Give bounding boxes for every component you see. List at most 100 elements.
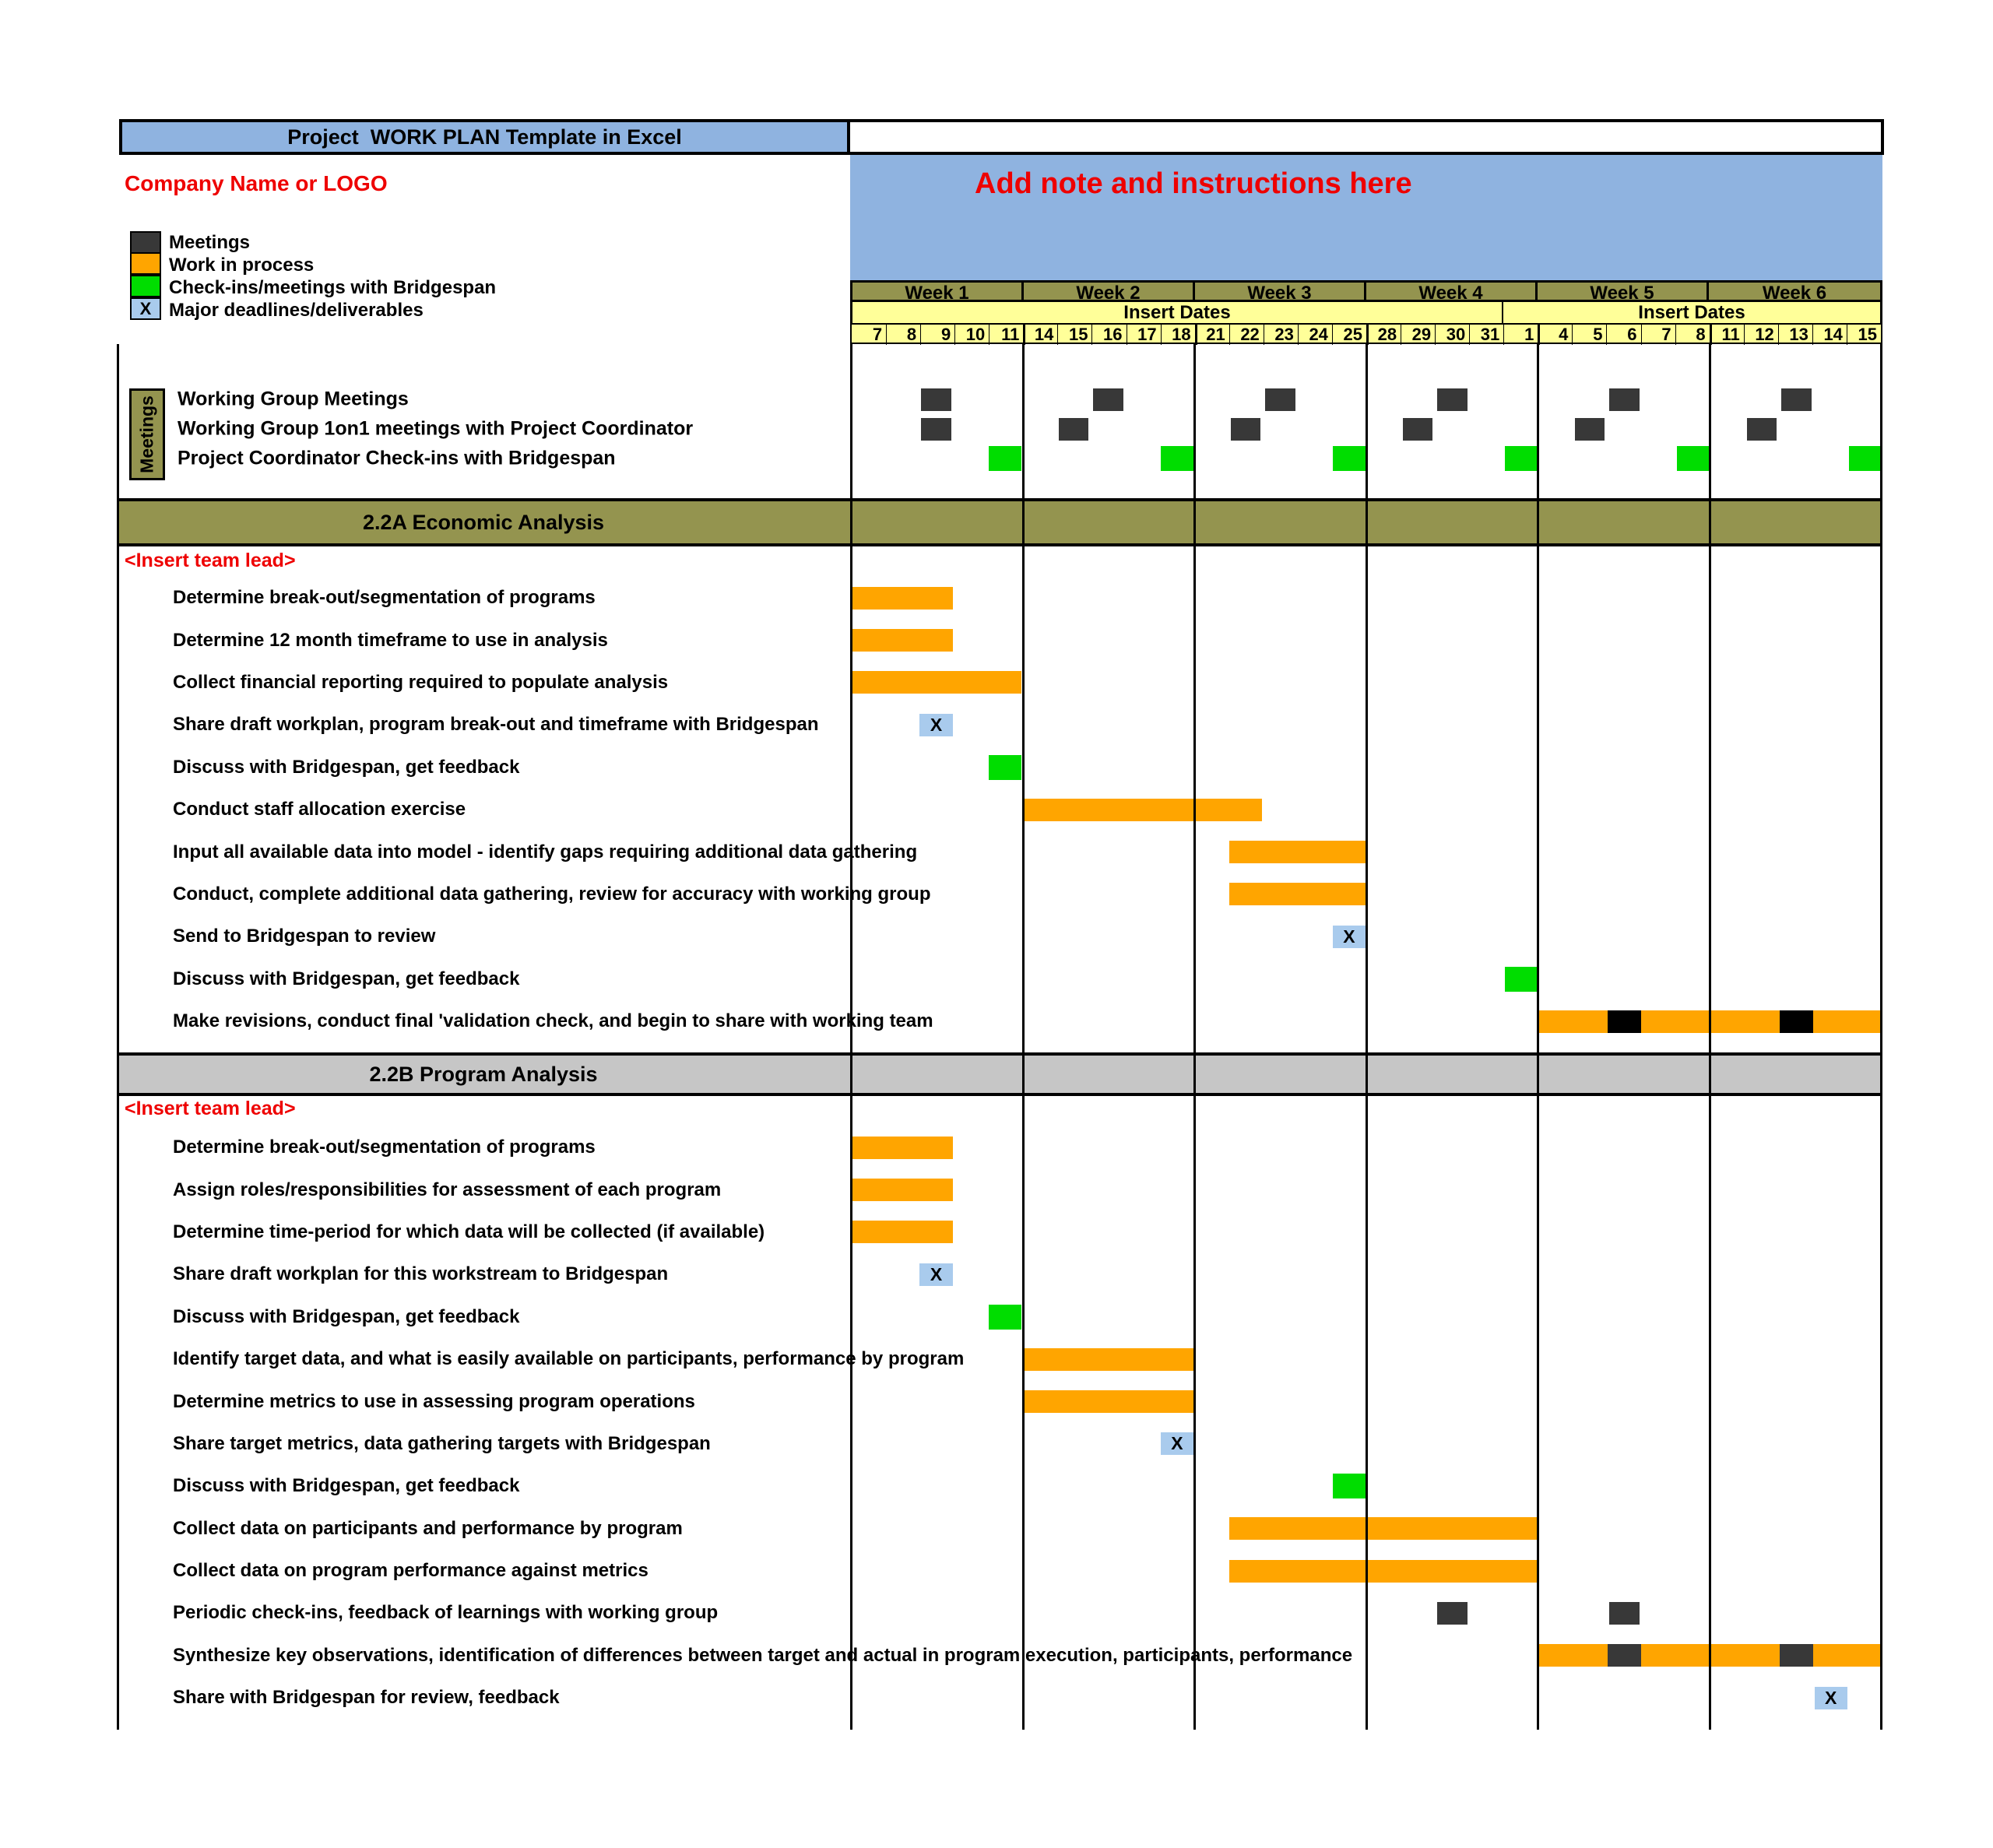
gantt-marker-meeting-black [1780, 1010, 1813, 1033]
gantt-lane [850, 577, 1882, 619]
date-cell[interactable]: 11 [989, 325, 1023, 345]
task-label: Collect data on participants and perform… [173, 1517, 683, 1539]
date-cell[interactable]: 12 [1743, 325, 1778, 345]
gantt-marker-meeting [1609, 1601, 1640, 1625]
task-rows-2-2a: Determine break-out/segmentation of prog… [0, 577, 1993, 1042]
insert-dates-cell[interactable]: Insert Dates [852, 302, 1503, 324]
task-label: Input all available data into model - id… [173, 841, 918, 863]
gantt-row: Determine metrics to use in assessing pr… [0, 1380, 1993, 1422]
gantt-lane [850, 831, 1882, 873]
legend-item: Work in process [130, 252, 496, 276]
date-cell[interactable]: 17 [1126, 325, 1161, 345]
task-label: Make revisions, conduct final 'validatio… [173, 1010, 933, 1032]
task-label: Collect data on program performance agai… [173, 1560, 649, 1582]
date-cell[interactable]: 14 [1023, 325, 1057, 345]
gantt-row: Working Group 1on1 meetings with Project… [0, 414, 1993, 444]
date-cell[interactable]: 28 [1366, 325, 1401, 345]
date-cell[interactable]: 15 [1846, 325, 1881, 345]
date-cell[interactable]: 6 [1606, 325, 1640, 345]
date-cell[interactable]: 7 [872, 325, 883, 344]
date-cell[interactable]: 9 [920, 325, 954, 345]
gantt-row: Conduct staff allocation exercise [0, 789, 1993, 831]
gantt-bar-work [1229, 1517, 1538, 1541]
gantt-marker-checkin [988, 1304, 1021, 1330]
gantt-marker-meeting-black [1608, 1010, 1641, 1033]
gantt-marker-meeting [1747, 417, 1777, 441]
gantt-marker-checkin [988, 446, 1021, 471]
gantt-row: Share draft workplan, program break-out … [0, 704, 1993, 746]
date-cell[interactable]: 5 [1572, 325, 1606, 345]
date-cell[interactable]: 30 [1435, 325, 1469, 345]
date-cell[interactable]: 7 [1640, 325, 1675, 345]
gantt-marker-checkin [988, 754, 1021, 780]
gantt-row: Discuss with Bridgespan, get feedback [0, 958, 1993, 1000]
date-cell[interactable]: 31 [1469, 325, 1503, 345]
gantt-marker-meeting [921, 417, 951, 441]
gantt-bar-work [1539, 1010, 1882, 1033]
gantt-row: Collect data on program performance agai… [0, 1550, 1993, 1592]
task-label: Determine 12 month timeframe to use in a… [173, 629, 608, 651]
task-label: Assign roles/responsibilities for assess… [173, 1179, 722, 1200]
gantt-marker-meeting [1059, 417, 1089, 441]
team-lead-placeholder-2-2b[interactable]: <Insert team lead> [125, 1098, 296, 1119]
task-label: Share with Bridgespan for review, feedba… [173, 1687, 560, 1709]
gantt-lane [850, 662, 1882, 704]
gantt-lane [850, 1465, 1882, 1507]
date-cell[interactable]: 13 [1777, 325, 1812, 345]
legend-swatch-checkin-icon [130, 275, 161, 297]
gantt-row: Discuss with Bridgespan, get feedback [0, 1465, 1993, 1507]
date-cell[interactable]: 10 [954, 325, 989, 345]
gantt-bar-work [1539, 1644, 1882, 1667]
date-cell[interactable]: 21 [1194, 325, 1229, 345]
date-cell[interactable]: 16 [1091, 325, 1126, 345]
legend-swatch-deadline-icon: X [130, 297, 161, 320]
gantt-bar-work [851, 671, 1021, 694]
date-cell[interactable]: 8 [1675, 325, 1710, 345]
gantt-bar-work [1229, 1559, 1538, 1583]
task-label: Discuss with Bridgespan, get feedback [173, 968, 520, 989]
gantt-lane [850, 1550, 1882, 1592]
gantt-row: Share target metrics, data gathering tar… [0, 1423, 1993, 1465]
note-instructions-box[interactable]: Add note and instructions here [850, 155, 1882, 280]
week-header-cell: Week 3 [1195, 283, 1366, 304]
gantt-row: Discuss with Bridgespan, get feedback [0, 1296, 1993, 1338]
week-header-cell: Week 4 [1366, 283, 1538, 304]
gantt-marker-checkin [1676, 446, 1710, 471]
date-cell[interactable]: 11 [1709, 325, 1744, 345]
insert-dates-cell[interactable]: Insert Dates [1638, 302, 1745, 323]
gantt-lane [850, 1380, 1882, 1422]
gantt-row: Share draft workplan for this workstream… [0, 1253, 1993, 1295]
gantt-bar-work [851, 586, 953, 610]
date-cell[interactable]: 15 [1057, 325, 1091, 345]
date-cell[interactable]: 29 [1401, 325, 1435, 345]
section-title-2-2b: 2.2B Program Analysis [369, 1062, 598, 1086]
date-cell[interactable]: 24 [1297, 325, 1332, 345]
gantt-lane [850, 619, 1882, 661]
date-cell[interactable]: 8 [886, 325, 920, 345]
date-cell[interactable]: 18 [1160, 325, 1195, 345]
date-cell[interactable]: 1 [1503, 325, 1538, 345]
gantt-lane [850, 414, 1882, 444]
gantt-lane [850, 1126, 1882, 1168]
company-name-placeholder[interactable]: Company Name or LOGO [125, 171, 388, 195]
meetings-group-label: Meetings [129, 388, 165, 480]
gantt-marker-checkin [1332, 1474, 1366, 1499]
gantt-lane [850, 385, 1882, 414]
gantt-marker-deadline: X [1814, 1686, 1847, 1709]
task-label: Determine break-out/segmentation of prog… [173, 587, 596, 609]
gantt-lane: X [850, 915, 1882, 957]
date-cell[interactable]: 22 [1228, 325, 1264, 345]
date-cell[interactable]: 23 [1263, 325, 1298, 345]
legend-swatch-work-icon [130, 252, 161, 275]
date-cell[interactable]: 25 [1331, 325, 1366, 345]
gantt-bar-work [851, 1179, 953, 1202]
date-cell[interactable]: 14 [1812, 325, 1847, 345]
gantt-lane: X [850, 1253, 1882, 1295]
gantt-marker-checkin [1504, 966, 1538, 992]
team-lead-placeholder-2-2a[interactable]: <Insert team lead> [125, 550, 296, 571]
gantt-marker-meeting [1609, 388, 1640, 411]
gantt-row: Input all available data into model - id… [0, 831, 1993, 873]
date-cell[interactable]: 4 [1538, 325, 1572, 345]
gantt-row: Collect data on participants and perform… [0, 1508, 1993, 1550]
